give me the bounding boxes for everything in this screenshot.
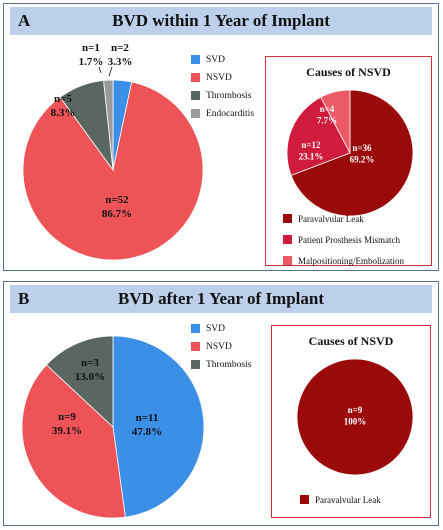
causes-a-label-pct-patient-prosthesis-mismatch: 23.1%	[299, 151, 324, 161]
pie-b-label-pct-thrombosis: 13.0%	[75, 371, 105, 383]
pie-a-label-pct-nsvd: 86.7%	[102, 208, 132, 220]
pie-a-label-pct-endocarditis: 1.7%	[79, 56, 104, 68]
causes-a-label-n-paravalvular-leak: n=36	[352, 143, 372, 153]
legend-swatch-svd	[191, 55, 200, 64]
legend-b-label-svd: SVD	[206, 324, 226, 334]
causes-box-a: Causes of NSVD n=36 69.2% n=12 23.1% n=4 7.7%…	[265, 56, 432, 266]
legend-b-swatch-thrombosis	[191, 360, 200, 369]
pie-chart-a: n=2 3.3% n=52 86.7% n=5 8.3% n=1 1.7%	[22, 42, 204, 261]
panel-a: A BVD within 1 Year of Implant n=2 3.3% n=…	[3, 3, 439, 271]
pie-b-label-n-nsvd: n=9	[58, 411, 76, 423]
causes-title-b: Causes of NSVD	[308, 334, 394, 348]
causes-swatch-malpositioning	[283, 256, 292, 265]
legend-b-swatch-svd	[191, 324, 200, 333]
pie-b-label-pct-svd: 47.8%	[132, 426, 162, 438]
legend-swatch-thrombosis	[191, 91, 200, 100]
pie-a-label-pct-svd: 3.3%	[108, 56, 133, 68]
causes-label-malpositioning: Malpositioning/Embolization	[298, 256, 404, 266]
legend-b-label-nsvd: NSVD	[206, 342, 232, 352]
causes-label-paravalvular: Paravalvular Leak	[298, 214, 364, 224]
pie-a-label-n-nsvd: n=52	[105, 194, 129, 206]
causes-label-ppm: Patient Prosthesis Mismatch	[298, 235, 400, 245]
legend-label-thrombosis: Thrombosis	[206, 91, 252, 101]
panel-b-letter: B	[18, 289, 30, 308]
causes-a-label-n-patient-prosthesis-mismatch: n=12	[301, 140, 321, 150]
pie-a-slice-nsvd	[22, 81, 204, 261]
causes-a-slice-patient-prosthesis-mismatch	[286, 96, 351, 176]
pie-a-label-n-endocarditis: n=1	[82, 42, 100, 54]
panel-b-header: B BVD after 1 Year of Implant	[10, 285, 432, 313]
pie-a-label-n-svd: n=2	[111, 42, 129, 54]
pie-b-slice-thrombosis	[45, 335, 114, 428]
legend-label-svd: SVD	[206, 55, 226, 65]
causes-a-label-pct-paravalvular-leak: 69.2%	[350, 154, 375, 164]
causes-a-label-n-malpositioning-embolization: n=4	[320, 104, 335, 114]
legend-swatch-endocarditis	[191, 109, 200, 118]
causes-b-label-n-paravalvular-leak: n=9	[348, 405, 363, 415]
pie-b-label-n-svd: n=11	[136, 412, 159, 424]
legend-b-label-thrombosis: Thrombosis	[206, 360, 252, 370]
causes-b-slice-paravalvular-leak	[296, 358, 414, 476]
pie-a-label-pct-thrombosis: 8.3%	[51, 107, 76, 119]
pie-a-label-n-thrombosis: n=5	[54, 93, 72, 105]
leader-line-endocarditis	[98, 66, 102, 74]
panel-b-title: BVD after 1 Year of Implant	[117, 289, 325, 308]
panel-b: B BVD after 1 Year of Implant n=11 47.8% n…	[3, 281, 439, 526]
panel-a-title: BVD within 1 Year of Implant	[112, 11, 330, 30]
causes-a-label-pct-malpositioning-embolization: 7.7%	[317, 115, 337, 125]
causes-a-slice-malpositioning-embolization	[320, 89, 351, 154]
causes-box-b: Causes of NSVD n=9 100% Paravalvular Leak	[271, 325, 431, 518]
pie-b-slice-svd	[112, 335, 205, 518]
pie-chart-b: n=11 47.8% n=9 39.1% n=3 13.0%	[21, 335, 205, 519]
causes-b-label-pct-paravalvular-leak: 100%	[344, 416, 367, 426]
panel-a-header: A BVD within 1 Year of Implant	[10, 7, 432, 35]
pie-a-slice-endocarditis	[103, 79, 114, 171]
causes-b-label-paravalvular: Paravalvular Leak	[315, 495, 381, 505]
causes-title-a: Causes of NSVD	[306, 65, 391, 79]
pie-b-label-n-thrombosis: n=3	[81, 357, 99, 369]
legend-label-endocarditis: Endocarditis	[206, 109, 255, 119]
legend-swatch-nsvd	[191, 73, 200, 82]
causes-b-swatch-paravalvular	[300, 495, 309, 504]
legend-label-nsvd: NSVD	[206, 73, 232, 83]
causes-swatch-paravalvular	[283, 214, 292, 223]
causes-a-slice-paravalvular-leak	[290, 89, 414, 217]
causes-swatch-ppm	[283, 235, 292, 244]
panel-a-letter: A	[18, 11, 31, 30]
legend-b-swatch-nsvd	[191, 342, 200, 351]
leader-line-svd	[108, 66, 113, 77]
pie-b-slice-nsvd	[21, 364, 126, 519]
pie-b-label-pct-nsvd: 39.1%	[52, 425, 82, 437]
